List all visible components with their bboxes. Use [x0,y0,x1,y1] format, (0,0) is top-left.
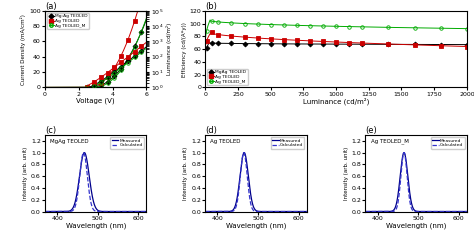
Line: Measured: Measured [45,152,159,212]
Calculated [451,210,457,213]
Calculated [363,210,368,213]
X-axis label: Voltage (V): Voltage (V) [76,98,115,104]
Calculated [42,210,48,213]
Measured [363,210,368,213]
Text: (e): (e) [365,126,377,135]
Measured [316,210,322,213]
Measured [82,151,87,154]
Calculated [81,151,86,154]
Text: Ag TEOLED: Ag TEOLED [210,139,241,144]
Line: Calculated: Calculated [205,152,319,212]
Measured [120,210,126,213]
Calculated [54,210,59,213]
Calculated [409,207,414,210]
Calculated [241,151,246,154]
Calculated [293,210,299,213]
Y-axis label: Intensity (arb. unit): Intensity (arb. unit) [183,147,189,200]
Calculated [248,205,254,207]
Calculated [453,210,459,213]
Measured [131,210,137,213]
Measured [133,210,138,213]
Calculated [281,210,286,213]
Measured [281,210,286,213]
Text: MgAg TEOLED: MgAg TEOLED [50,139,89,144]
Text: (d): (d) [205,126,217,135]
Measured [451,210,457,213]
Calculated [214,210,219,213]
Measured [202,210,208,213]
Measured [88,188,94,190]
Calculated [401,151,407,154]
Calculated [441,210,447,213]
Legend: Measured, Calculated: Measured, Calculated [431,137,465,149]
Measured [409,202,414,205]
Calculated [92,210,98,212]
X-axis label: Wavelength (nm): Wavelength (nm) [226,222,286,228]
Calculated [133,210,138,213]
Text: (a): (a) [45,2,57,11]
Measured [293,210,299,213]
Calculated [413,210,419,213]
Text: (c): (c) [45,126,56,135]
Calculated [291,210,297,213]
Y-axis label: Intensity (arb. unit): Intensity (arb. unit) [23,147,28,200]
Measured [156,210,162,213]
Text: (b): (b) [205,2,217,11]
Legend: MgAg TEOLED, Ag TEOLED, Ag TEOLED_M: MgAg TEOLED, Ag TEOLED, Ag TEOLED_M [208,69,248,85]
Measured [214,210,219,213]
Calculated [131,210,137,213]
Calculated [156,210,162,213]
Measured [92,205,98,208]
Y-axis label: Current Density (mA/cm²): Current Density (mA/cm²) [20,14,27,85]
Measured [291,210,297,213]
Measured [453,210,459,213]
Measured [42,210,48,213]
Calculated [202,210,208,213]
X-axis label: Wavelength (nm): Wavelength (nm) [65,222,126,228]
Legend: Measured, Calculated: Measured, Calculated [110,137,144,149]
Line: Measured: Measured [205,152,319,212]
Measured [241,151,247,154]
Calculated [88,202,94,205]
Measured [248,197,254,200]
Measured [374,210,380,213]
Line: Calculated: Calculated [45,152,159,212]
Measured [413,210,419,212]
Line: Measured: Measured [365,152,474,212]
Line: Calculated: Calculated [365,152,474,212]
Y-axis label: Intensity (arb. unit): Intensity (arb. unit) [344,147,349,200]
Measured [54,210,59,213]
Measured [441,210,447,213]
Calculated [374,210,380,213]
X-axis label: Wavelength (nm): Wavelength (nm) [386,222,447,228]
Measured [253,209,258,212]
Calculated [253,210,258,213]
Text: Ag TEOLED_M: Ag TEOLED_M [371,139,409,144]
Y-axis label: Efficiency (cd/(A*y)): Efficiency (cd/(A*y)) [182,22,187,76]
X-axis label: Luminance (cd/m²): Luminance (cd/m²) [303,98,369,105]
Measured [401,151,407,154]
Legend: Measured, Calculated: Measured, Calculated [271,137,304,149]
Legend: Mg:Ag TEOLED, Ag TEOLED, Ag TEOLED_M: Mg:Ag TEOLED, Ag TEOLED, Ag TEOLED_M [47,13,89,29]
Calculated [120,210,126,213]
Calculated [316,210,322,213]
Y-axis label: Luminance (cd/m²): Luminance (cd/m²) [166,23,172,75]
